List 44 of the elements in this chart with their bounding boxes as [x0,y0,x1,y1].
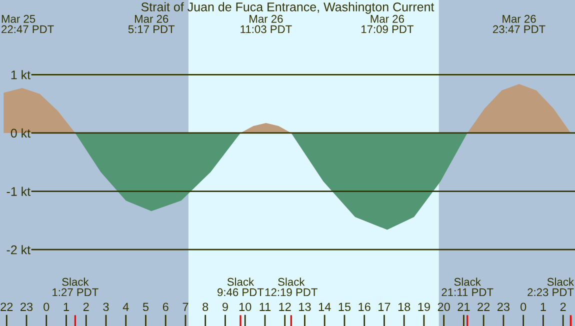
annotation: Slack 2:23 PDT [528,278,574,296]
x-tick-label: 22 [478,302,490,311]
x-tick-label: 10 [239,302,252,312]
x-tick-label: 9 [222,302,228,312]
x-tick-label: 15 [338,302,351,312]
annotation: Slack 12:19 PDT [265,278,318,296]
annotation: Mar 26 23:47 PDT [493,14,546,34]
x-tick-label: 2 [560,302,566,311]
y-tick-label: 1 kt [11,70,30,80]
x-tick-label: 1 [64,302,69,311]
x-tick-label: 23 [497,302,510,312]
y-tick-label: 0 kt [10,128,30,138]
x-tick-label: 0 [44,302,50,312]
x-tick-label: 6 [162,302,168,312]
chart-title: Strait of Juan de Fuca Entrance, Washington Current [141,2,434,14]
annotation: Slack 1:27 PDT [52,278,98,296]
x-tick-label: 11 [260,302,271,311]
x-tick-label: 4 [122,302,129,311]
x-tick-label: 13 [299,302,311,312]
x-tick-label: 16 [358,302,370,312]
annotation: Mar 26 11:03 PDT [240,14,292,34]
x-tick-label: 22 [0,302,13,311]
x-tick-label: 20 [438,302,450,312]
x-tick-label: 19 [418,302,430,312]
x-tick-label: 0 [520,302,526,312]
annotation: Slack 21:11 PDT [442,278,494,296]
x-tick-label: 17 [378,302,390,311]
x-tick-label: 14 [318,302,331,311]
x-tick-label: 2 [83,302,89,311]
annotation: Slack 9:46 PDT [218,278,264,296]
x-tick-label: 21 [458,302,470,311]
x-tick-label: 23 [20,302,33,312]
x-tick-label: 18 [398,302,410,312]
x-tick-label: 7 [182,302,188,311]
y-tick-label: -2 kt [6,245,30,254]
x-tick-label: 5 [142,302,149,312]
x-tick-label: 8 [202,302,208,312]
x-tick-label: 12 [279,302,291,311]
x-tick-label: 3 [103,302,109,312]
y-tick-label: -1 kt [6,186,30,196]
annotation: Mar 26 17:09 PDT [361,14,414,34]
annotation: Mar 26 5:17 PDT [128,14,175,34]
annotation: Mar 25 22:47 PDT [2,14,54,34]
x-tick-label: 1 [540,302,546,311]
